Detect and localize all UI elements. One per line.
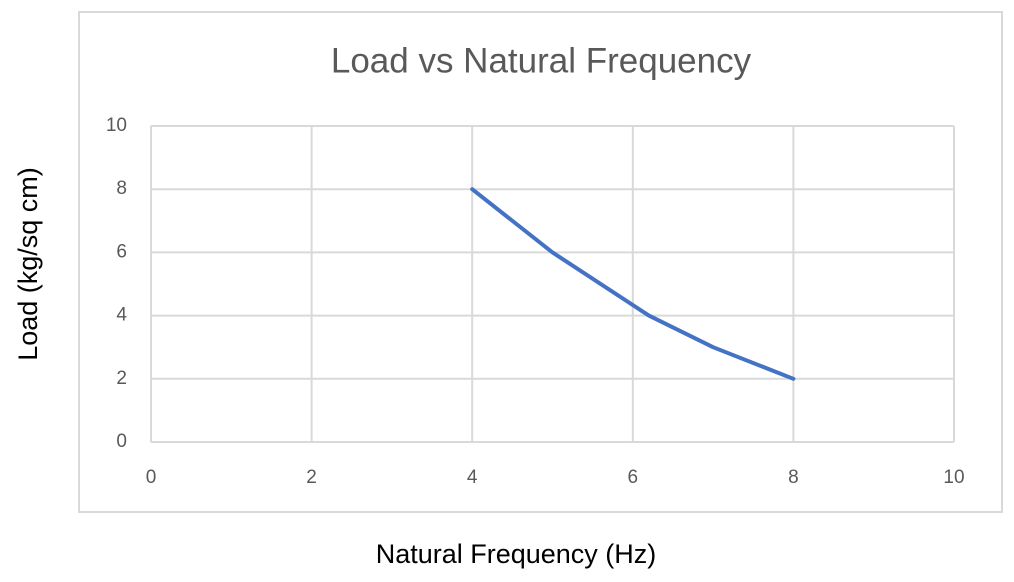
y-tick-label: 6	[116, 241, 127, 262]
chart-title: Load vs Natural Frequency	[331, 41, 752, 80]
y-tick-label: 8	[116, 178, 127, 199]
y-tick-label: 4	[116, 305, 127, 326]
x-tick-label: 4	[467, 467, 478, 488]
y-tick-label: 0	[116, 431, 127, 452]
y-axis-title: Load (kg/sq cm)	[13, 167, 43, 361]
x-tick-label: 2	[306, 467, 317, 488]
x-axis-title: Natural Frequency (Hz)	[376, 539, 657, 569]
x-tick-label: 6	[628, 467, 639, 488]
x-tick-label: 0	[146, 467, 157, 488]
x-tick-label: 10	[943, 467, 964, 488]
x-tick-label: 8	[788, 467, 799, 488]
y-tick-label: 10	[106, 115, 127, 136]
data-line	[470, 187, 796, 381]
y-tick-label: 2	[116, 368, 127, 389]
chart-frame	[78, 11, 1003, 513]
